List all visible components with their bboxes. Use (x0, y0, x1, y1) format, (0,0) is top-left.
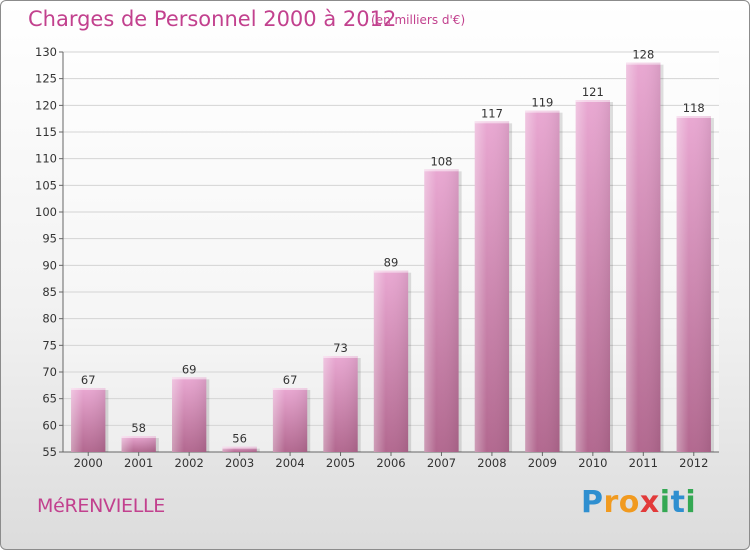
y-tick-label: 105 (35, 178, 57, 192)
value-label: 69 (182, 362, 197, 376)
x-tick-label: 2011 (629, 456, 658, 470)
y-tick-label: 85 (42, 285, 57, 299)
bar-top-edge (272, 388, 308, 390)
bar-highlight (575, 100, 611, 452)
bar-top-edge (71, 388, 106, 390)
y-tick-label: 120 (35, 98, 57, 112)
y-tick-label: 100 (35, 205, 57, 219)
x-tick-label: 2008 (477, 456, 506, 470)
bar-highlight (373, 270, 409, 452)
bar-highlight (71, 388, 106, 452)
bar-top-edge (373, 270, 409, 273)
x-tick-label: 2002 (175, 456, 204, 470)
y-tick-label: 65 (42, 392, 57, 406)
x-tick-label: 2005 (326, 456, 355, 470)
x-tick-label: 2012 (679, 456, 708, 470)
bar-highlight (525, 110, 560, 453)
bar-highlight (676, 116, 711, 452)
chart-subtitle: (en milliers d'€) (371, 13, 466, 27)
bar-top-edge (121, 436, 156, 438)
y-tick-label: 75 (42, 338, 57, 352)
bar-highlight (171, 377, 207, 452)
x-tick-label: 2007 (427, 456, 456, 470)
value-label: 89 (384, 256, 399, 270)
x-tick-label: 2001 (124, 456, 153, 470)
x-tick-label: 2004 (275, 456, 304, 470)
bar-highlight (474, 121, 510, 452)
value-label: 58 (131, 421, 146, 435)
bar-top-edge (525, 110, 560, 113)
bar-top-edge (575, 100, 611, 102)
value-label: 73 (333, 341, 348, 355)
commune-name: MéRENVIELLE (37, 495, 165, 517)
value-label: 118 (683, 101, 705, 115)
chart-title: Charges de Personnel 2000 à 2012 (28, 7, 397, 31)
value-label: 67 (81, 373, 96, 387)
x-tick-label: 2000 (74, 456, 103, 470)
y-tick-label: 60 (42, 418, 57, 432)
value-label: 121 (582, 85, 604, 99)
bar-top-edge (424, 169, 459, 172)
bar-top-edge (171, 377, 207, 380)
bar-highlight (121, 436, 156, 452)
bar-highlight (626, 62, 661, 453)
y-tick-label: 95 (42, 232, 57, 246)
y-tick-label: 70 (42, 365, 57, 379)
value-label: 119 (531, 96, 553, 110)
y-tick-label: 90 (42, 258, 57, 272)
bar-top-edge (222, 446, 257, 449)
bar-top-edge (474, 121, 510, 124)
bar-highlight (323, 356, 358, 452)
proxiti-logo: Proxiti (581, 485, 697, 520)
value-label: 117 (481, 106, 503, 120)
y-tick-label: 115 (35, 125, 57, 139)
bar-top-edge (676, 116, 711, 118)
x-tick-label: 2009 (528, 456, 557, 470)
bar-highlight (222, 446, 257, 452)
y-tick-label: 55 (42, 445, 57, 459)
x-tick-label: 2003 (225, 456, 254, 470)
value-label: 56 (232, 432, 247, 446)
x-tick-label: 2006 (376, 456, 405, 470)
value-label: 67 (283, 373, 298, 387)
y-tick-label: 125 (35, 72, 57, 86)
y-tick-label: 130 (35, 45, 57, 59)
bar-highlight (424, 169, 459, 453)
x-tick-label: 2010 (578, 456, 607, 470)
value-label: 128 (632, 48, 654, 62)
y-tick-label: 80 (42, 312, 57, 326)
bar-highlight (272, 388, 308, 452)
y-tick-label: 110 (35, 152, 57, 166)
value-label: 108 (430, 154, 452, 168)
bar-top-edge (323, 356, 358, 358)
bar-top-edge (626, 62, 661, 65)
